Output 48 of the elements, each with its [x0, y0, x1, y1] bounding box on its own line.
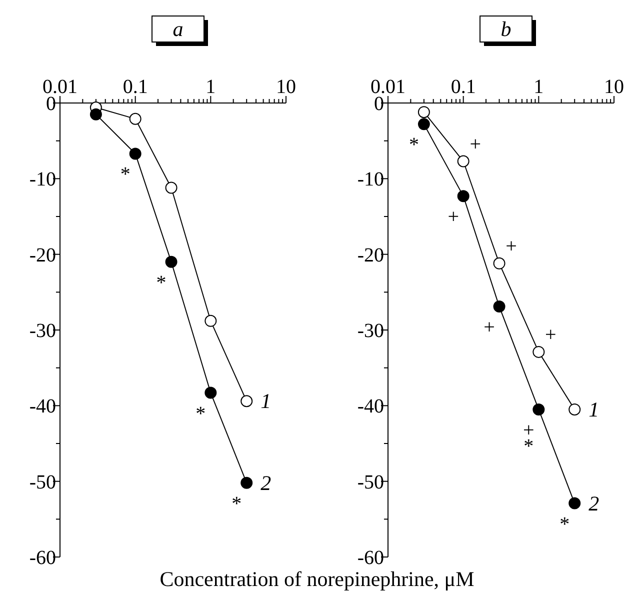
point: [568, 403, 581, 416]
x-tick-label: 0.1: [450, 76, 476, 98]
x-tick-label: 10: [604, 76, 624, 98]
annotation: *: [120, 164, 130, 186]
annotation: +: [484, 316, 495, 339]
point: [418, 118, 430, 130]
x-tick-label: 0.1: [122, 76, 148, 98]
chart-title: b: [500, 17, 512, 41]
point: [90, 108, 102, 120]
y-tick-label: -30: [29, 320, 56, 342]
point: [165, 256, 178, 268]
annotation: +: [506, 235, 517, 258]
x-tick-label: 10: [276, 76, 296, 98]
y-tick-label: -40: [29, 396, 56, 418]
point: [418, 106, 430, 118]
series-label: 1: [588, 397, 600, 422]
y-tick-label: -50: [357, 471, 384, 494]
x-tick-label: 1: [534, 76, 544, 98]
point: [568, 497, 581, 510]
series-label: 2: [588, 491, 600, 516]
point: [240, 395, 253, 408]
annotation: *: [196, 402, 206, 425]
y-tick-label: -20: [357, 244, 384, 266]
y-tick-label: -20: [29, 244, 56, 266]
annotation: *: [156, 272, 166, 294]
point: [493, 257, 506, 270]
annotation: *: [560, 513, 570, 536]
y-tick-label: -10: [357, 168, 384, 191]
annotation: +: [470, 133, 481, 156]
y-tick-label: -40: [357, 396, 384, 418]
point: [165, 182, 178, 194]
x-tick-label: 1: [206, 76, 216, 98]
annotation: *: [232, 492, 242, 515]
y-tick-label: -10: [29, 168, 56, 191]
y-tick-label: -30: [357, 320, 384, 342]
point: [493, 300, 506, 313]
x-axis-title: Concentration of norepinephrine, μM: [160, 567, 475, 591]
annotation: +: [448, 206, 459, 228]
annotation: +: [545, 324, 556, 346]
chart-title: a: [172, 17, 184, 41]
series-label: 2: [260, 470, 272, 495]
series-label: 1: [260, 389, 272, 414]
y-tick-label: -60: [357, 547, 384, 569]
y-tick-label: -50: [29, 471, 56, 494]
annotation: *: [524, 435, 534, 458]
y-tick-label: -60: [29, 547, 56, 569]
point: [240, 476, 253, 489]
annotation: *: [408, 134, 419, 156]
